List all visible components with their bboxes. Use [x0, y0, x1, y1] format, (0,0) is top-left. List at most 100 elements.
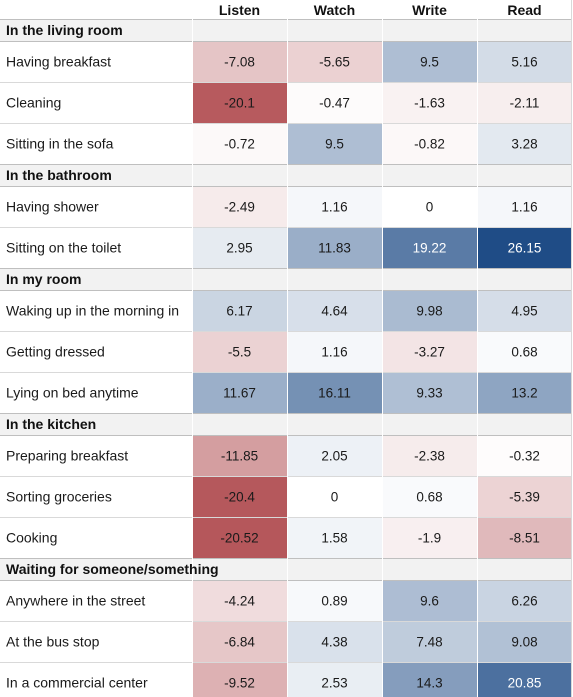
heatmap-cell: [477, 41, 572, 82]
row-label: At the bus stop: [6, 634, 100, 650]
heatmap-cell: [192, 621, 287, 662]
cell-value: 1.58: [321, 531, 347, 546]
cell-value: 9.5: [420, 55, 439, 70]
heatmap-cell: [382, 476, 477, 517]
row-label: Waking up in the morning in: [6, 303, 179, 319]
cell-value: 26.15: [508, 241, 542, 256]
cell-value: 4.95: [511, 304, 537, 319]
heatmap-cell: [382, 82, 477, 123]
cell-value: 0: [331, 490, 339, 505]
heatmap-cell: [382, 580, 477, 621]
row-label: Getting dressed: [6, 344, 105, 360]
cell-value: 4.38: [321, 635, 347, 650]
heatmap-cell: [382, 123, 477, 164]
heatmap-cell: [192, 186, 287, 227]
heatmap-cell: [477, 372, 572, 413]
cell-value: -4.24: [224, 594, 255, 609]
cell-value: 1.16: [511, 200, 537, 215]
heatmap-cell: [192, 580, 287, 621]
heatmap-cell: [382, 621, 477, 662]
heatmap-cell: [382, 290, 477, 331]
heatmap-cell: [477, 123, 572, 164]
cell-value: 9.5: [325, 137, 344, 152]
heatmap-cell: [382, 227, 477, 268]
heatmap-cell: [192, 372, 287, 413]
heatmap-cell: [192, 41, 287, 82]
heatmap-cell: [477, 621, 572, 662]
heatmap-cell: [287, 123, 382, 164]
cell-value: -2.11: [510, 96, 540, 111]
cell-value: -1.63: [414, 96, 445, 111]
cell-value: -9.52: [224, 676, 255, 691]
heatmap-cell: [477, 186, 572, 227]
heatmap-cell: [192, 227, 287, 268]
cell-value: -5.39: [509, 490, 540, 505]
heatmap-labels: Listen Watch Write Read In the living room Ha…: [6, 2, 542, 691]
cell-value: 6.17: [226, 304, 252, 319]
heatmap-cells: [0, 19, 572, 697]
cell-value: -0.32: [509, 449, 540, 464]
group-title: In my room: [6, 271, 81, 287]
group-title: Waiting for someone/something: [6, 561, 219, 577]
heatmap-cell: [382, 517, 477, 558]
row-label: Preparing breakfast: [6, 448, 128, 464]
heatmap-cell: [287, 41, 382, 82]
cell-value: -0.82: [414, 137, 445, 152]
row-label: Having breakfast: [6, 54, 111, 70]
row-label: Cleaning: [6, 95, 61, 111]
heatmap-cell: [192, 517, 287, 558]
column-header: Listen: [219, 2, 260, 18]
cell-value: -8.51: [509, 531, 540, 546]
heatmap-cell: [287, 476, 382, 517]
row-label: Sorting groceries: [6, 489, 112, 505]
row-label: Lying on bed anytime: [6, 385, 139, 401]
heatmap-cell: [477, 331, 572, 372]
cell-value: 6.26: [511, 594, 537, 609]
heatmap-cell: [477, 290, 572, 331]
heatmap-cell: [192, 331, 287, 372]
cell-value: 4.64: [321, 304, 348, 319]
column-header: Write: [412, 2, 447, 18]
row-label: Anywhere in the street: [6, 593, 145, 609]
cell-value: 0.68: [511, 345, 537, 360]
cell-value: 1.16: [321, 345, 347, 360]
cell-value: 11.83: [318, 241, 351, 256]
cell-value: 3.28: [511, 137, 537, 152]
cell-value: 9.08: [511, 635, 537, 650]
cell-value: 0.89: [321, 594, 347, 609]
group-header-band: [0, 19, 572, 41]
heatmap-cell: [382, 372, 477, 413]
cell-value: 14.3: [416, 676, 442, 691]
cell-value: 9.6: [420, 594, 439, 609]
heatmap-cell: [287, 517, 382, 558]
cell-value: -7.08: [224, 55, 255, 70]
group-header-band: [0, 164, 572, 186]
heatmap-cell: [287, 372, 382, 413]
cell-value: -3.27: [414, 345, 445, 360]
heatmap-cell: [287, 580, 382, 621]
heatmap-cell: [477, 517, 572, 558]
cell-value: 2.53: [321, 676, 347, 691]
heatmap-cell: [382, 662, 477, 697]
column-header: Read: [507, 2, 541, 18]
group-header-band: [0, 558, 572, 580]
heatmap-cell: [477, 435, 572, 476]
cell-value: 0.68: [416, 490, 442, 505]
cell-value: 1.16: [321, 200, 347, 215]
heatmap-cell: [477, 662, 572, 697]
heatmap-cell: [287, 82, 382, 123]
group-title: In the bathroom: [6, 167, 112, 183]
cell-value: 11.67: [223, 386, 256, 401]
group-title: In the living room: [6, 22, 123, 38]
row-label: Sitting on the toilet: [6, 240, 121, 256]
heatmap-cell: [477, 580, 572, 621]
heatmap-cell: [287, 290, 382, 331]
cell-value: -0.72: [224, 137, 255, 152]
heatmap-cell: [192, 662, 287, 697]
heatmap-cell: [382, 41, 477, 82]
heatmap-cell: [287, 662, 382, 697]
cell-value: 7.48: [416, 635, 442, 650]
heatmap-cell: [192, 476, 287, 517]
group-header-band: [0, 268, 572, 290]
